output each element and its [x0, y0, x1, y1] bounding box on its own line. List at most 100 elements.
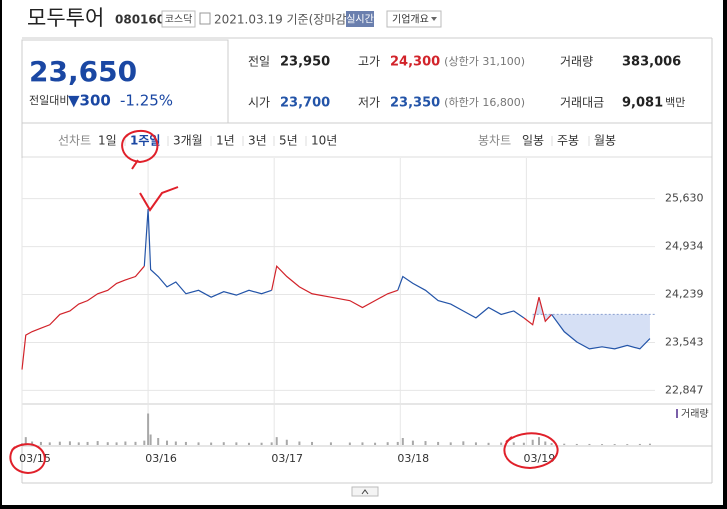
x-tick-label: 03/15	[19, 452, 51, 465]
volume-bar	[449, 442, 452, 445]
date: 2021.03.19 기준(장마감)	[214, 13, 351, 27]
price-area	[532, 297, 650, 349]
legend-swatch	[676, 409, 678, 418]
period-tab[interactable]: 10년	[311, 134, 337, 148]
change-label: 전일대비	[29, 93, 69, 107]
stat-label: 전일	[248, 55, 270, 69]
volume-bar	[285, 439, 288, 445]
stat-label: 거래량	[560, 55, 593, 69]
volume-bar	[500, 442, 503, 445]
volume-bar	[86, 441, 89, 445]
stat-label: 거래대금	[560, 96, 604, 110]
x-tick-label: 03/16	[145, 452, 177, 465]
volume-bar	[197, 442, 200, 445]
volume-bar	[260, 442, 263, 445]
volume-bar	[106, 442, 109, 445]
volume-bar	[115, 442, 118, 445]
realtime[interactable]: 실시간	[346, 14, 374, 26]
annotation-circle	[121, 129, 159, 164]
volume-bar	[222, 442, 225, 445]
volume-bar	[537, 437, 540, 445]
change: ▼300	[68, 92, 111, 110]
volume-bar	[424, 441, 427, 445]
volume-bar	[58, 441, 61, 445]
candle-tab[interactable]: 월봉	[594, 134, 616, 148]
volume-bar	[174, 441, 177, 445]
candle-tab[interactable]: 일봉	[522, 134, 544, 148]
volume-bar	[147, 413, 150, 445]
y-tick-label: 24,239	[665, 288, 704, 301]
x-tick-label: 03/19	[524, 452, 556, 465]
volume-bar	[588, 443, 591, 445]
volume-bar	[96, 441, 99, 445]
period-tab[interactable]: 1년	[216, 134, 235, 148]
dropdown-arrow	[431, 17, 437, 21]
volume-bar	[348, 442, 351, 445]
volume-bar	[184, 441, 187, 445]
stat-label: 시가	[248, 96, 270, 110]
volume-bar	[68, 441, 71, 445]
price-line	[143, 208, 651, 350]
market-badge	[161, 10, 196, 28]
y-tick-label: 24,934	[665, 240, 704, 253]
stock-name: 모두투어	[27, 6, 104, 30]
volume-bar	[396, 441, 399, 445]
x-tick-label: 03/18	[397, 452, 429, 465]
collapse-button[interactable]	[351, 486, 379, 497]
y-tick-label: 22,847	[665, 383, 704, 396]
hand-annotations	[9, 129, 559, 475]
calendar-icon	[199, 12, 211, 25]
volume-bar	[311, 441, 314, 445]
volume-bar	[648, 443, 651, 445]
volume-bar	[544, 441, 547, 445]
candle-tab[interactable]: 주봉	[557, 134, 579, 148]
volume-bar	[462, 441, 465, 445]
period-tab[interactable]: 1주일	[130, 134, 160, 148]
volume-bar	[522, 442, 525, 445]
stat-value: 9,081	[622, 96, 663, 111]
volume-bar	[550, 443, 553, 445]
company[interactable]: 기업개요	[392, 13, 429, 26]
tab-label: 봉차트	[478, 134, 511, 148]
period-tab[interactable]: 3년	[248, 134, 267, 148]
volume-bar	[124, 441, 127, 445]
volume-bar	[235, 442, 238, 445]
volume-bar	[39, 441, 42, 445]
legend-label: 거래량	[681, 408, 709, 420]
price: 23,650	[29, 55, 137, 88]
stock-code: 080160	[115, 13, 165, 27]
period-tab[interactable]: 1일	[98, 134, 117, 148]
company-button[interactable]	[386, 10, 442, 28]
period-tab[interactable]: 5년	[279, 134, 298, 148]
volume-bar	[512, 442, 515, 445]
period-tab[interactable]: 3개월	[173, 134, 203, 148]
volume-bar	[134, 441, 137, 445]
volume-bar	[411, 440, 414, 445]
volume-bar	[270, 442, 273, 445]
stat-value: 23,950	[280, 55, 330, 70]
volume-bar	[386, 442, 389, 445]
volume-bar	[638, 443, 641, 445]
annotation-stroke	[131, 159, 139, 170]
volume-bar	[48, 442, 51, 445]
volume-bar	[437, 441, 440, 445]
x-tick-label: 03/17	[271, 452, 303, 465]
stat-value: 383,006	[622, 55, 681, 70]
quote-box	[21, 39, 229, 124]
volume-bar	[575, 443, 578, 445]
stat-note: (하한가 16,800)	[444, 95, 525, 109]
volume-bar	[149, 434, 152, 445]
volume-bar	[374, 442, 377, 445]
collapse-icon	[361, 489, 369, 495]
stat-label: 저가	[358, 96, 380, 110]
volume-bar	[487, 442, 490, 445]
realtime-button[interactable]	[346, 11, 374, 27]
price-line	[21, 264, 553, 370]
volume-bar	[361, 442, 364, 445]
tab-label: 선차트	[58, 134, 91, 148]
volume-bar	[275, 437, 278, 445]
volume-bar	[474, 442, 477, 445]
volume-bar	[626, 444, 629, 445]
stat-value: 23,350	[390, 96, 440, 111]
